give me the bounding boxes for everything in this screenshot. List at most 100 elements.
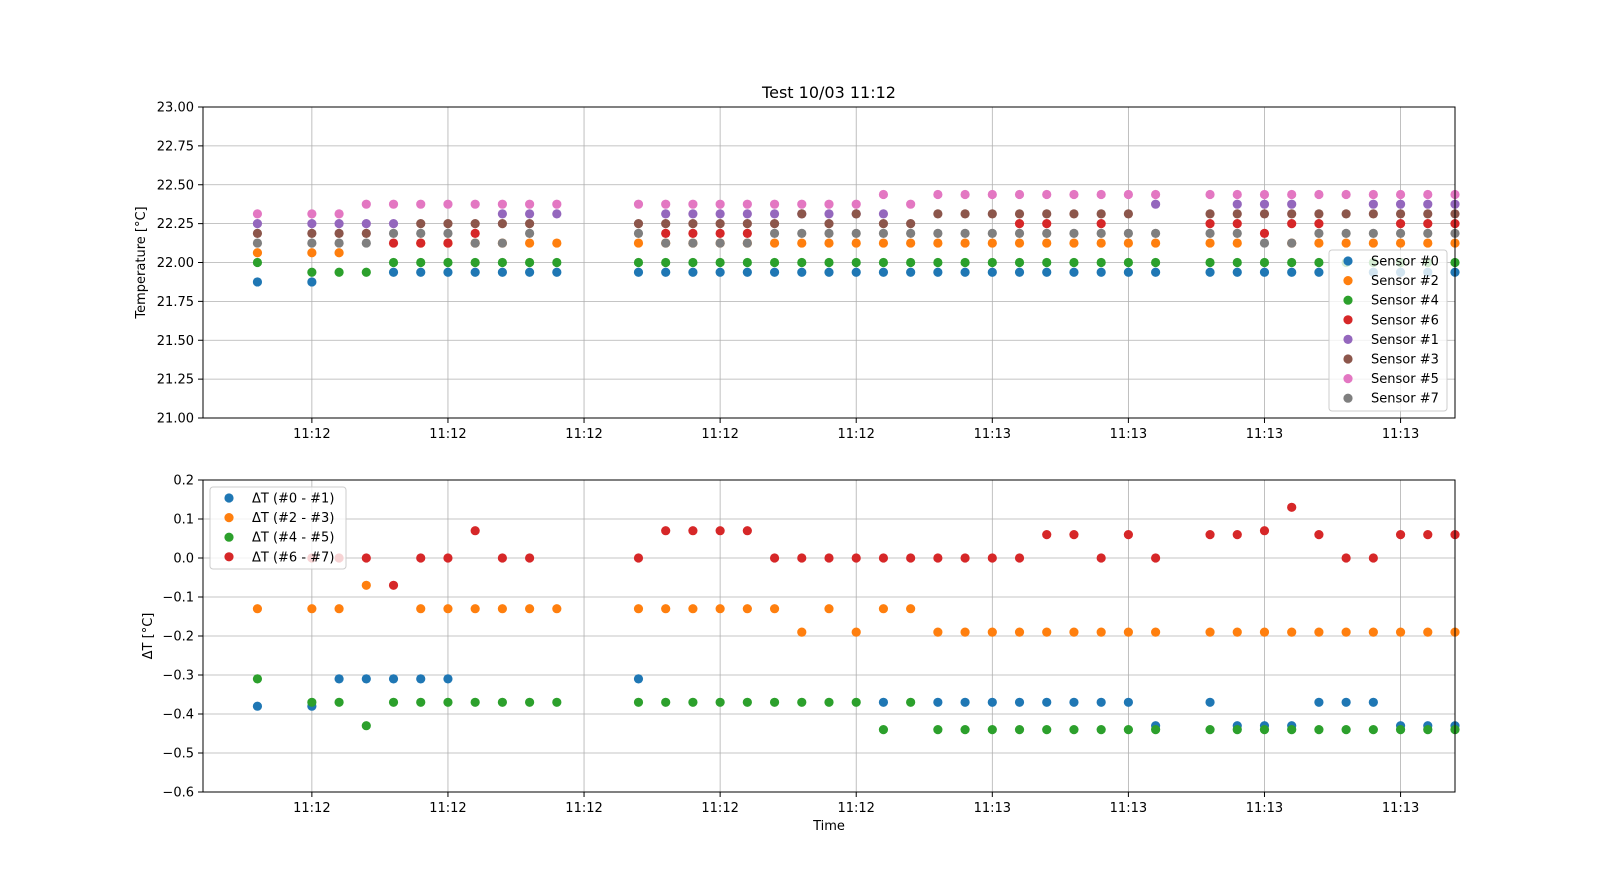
data-point [307, 248, 317, 258]
data-point [906, 238, 916, 248]
data-point [797, 199, 807, 209]
data-point [1042, 189, 1052, 200]
data-point [1014, 238, 1025, 248]
data-point [661, 219, 671, 229]
data-point [661, 238, 671, 248]
data-point [960, 267, 970, 277]
legend-marker [224, 493, 234, 503]
data-point [1314, 257, 1324, 268]
data-point [1014, 553, 1025, 563]
x-tick-label: 11:12 [565, 427, 602, 442]
data-point [497, 697, 507, 707]
data-point [1151, 725, 1161, 735]
data-point [960, 697, 970, 707]
legend-label: ΔT (#6 - #7) [252, 550, 334, 565]
data-point [1014, 228, 1025, 238]
data-point [388, 267, 399, 277]
data-point [1151, 238, 1161, 248]
data-point [443, 604, 453, 614]
data-point [906, 228, 916, 238]
data-point [1368, 238, 1378, 248]
data-point [742, 199, 752, 209]
legend-label: Sensor #7 [1371, 392, 1439, 407]
data-point [1368, 697, 1378, 707]
data-point [1151, 189, 1161, 200]
data-point [797, 238, 807, 248]
legend-marker [224, 552, 234, 562]
data-point [1368, 209, 1378, 219]
data-point [1423, 199, 1433, 209]
data-point [416, 267, 426, 277]
data-point [933, 189, 943, 200]
data-point [1287, 267, 1297, 277]
data-point [1205, 238, 1215, 248]
legend-marker [224, 532, 234, 542]
data-point [987, 553, 997, 563]
data-point [1423, 209, 1433, 219]
x-tick-label: 11:12 [565, 801, 602, 816]
data-point [633, 219, 644, 229]
data-point [1205, 725, 1215, 735]
data-point [878, 209, 889, 219]
data-point [1232, 267, 1242, 277]
data-point [824, 219, 834, 229]
data-point [769, 267, 780, 277]
data-point [1368, 228, 1378, 238]
data-point [552, 697, 562, 707]
data-point [1368, 627, 1378, 637]
temperature-x-ticks: 11:12 11:12 11:12 11:12 11:12 11:13 11:13 11:13… [293, 418, 1419, 442]
data-point [552, 604, 562, 614]
x-tick-label: 11:12 [701, 427, 738, 442]
series-1-3 [307, 502, 1460, 590]
data-point [960, 189, 970, 200]
data-point [470, 267, 480, 277]
data-point [933, 725, 943, 735]
data-point [1287, 219, 1297, 229]
data-point [987, 627, 997, 637]
data-point [1069, 228, 1079, 238]
data-point [443, 228, 453, 238]
data-point [252, 604, 263, 614]
legend-frame [1328, 249, 1448, 412]
legend-label: Sensor #5 [1371, 372, 1439, 387]
delta-y-ticks: −0.6 −0.5 −0.4 −0.3 −0.2 −0.1 0.0 0.1 0.2 [162, 474, 203, 801]
data-point [1205, 189, 1215, 200]
data-point [416, 238, 426, 248]
data-point [1042, 257, 1052, 268]
x-tick-label: 11:13 [1382, 801, 1419, 816]
data-point [1395, 228, 1406, 238]
delta-points [252, 502, 1460, 735]
data-point [1042, 627, 1052, 637]
data-point [1259, 725, 1270, 735]
data-point [1123, 189, 1133, 200]
data-point [742, 697, 752, 707]
data-point [688, 238, 698, 248]
data-point [525, 267, 535, 277]
data-point [1014, 267, 1025, 277]
data-point [688, 257, 698, 268]
data-point [661, 209, 671, 219]
data-point [361, 580, 371, 590]
data-point [715, 267, 725, 277]
y-tick-label: −0.5 [162, 747, 194, 762]
data-point [416, 604, 426, 614]
data-point [661, 228, 671, 238]
data-point [388, 674, 399, 684]
data-point [1069, 725, 1079, 735]
data-point [987, 267, 997, 277]
data-point [1259, 189, 1270, 200]
data-point [1042, 219, 1052, 229]
legend-label: ΔT (#2 - #3) [252, 511, 334, 526]
data-point [769, 228, 780, 238]
data-point [1287, 189, 1297, 200]
temperature-panel: 21.00 21.25 21.50 21.75 22.00 22.25 22.50 22.75… [134, 83, 1460, 442]
data-point [797, 697, 807, 707]
x-tick-label: 11:13 [1246, 427, 1283, 442]
data-point [851, 627, 861, 637]
data-point [1205, 697, 1215, 707]
data-point [769, 209, 780, 219]
data-point [1232, 199, 1242, 209]
data-point [769, 553, 780, 563]
data-point [1259, 238, 1270, 248]
data-point [824, 697, 834, 707]
